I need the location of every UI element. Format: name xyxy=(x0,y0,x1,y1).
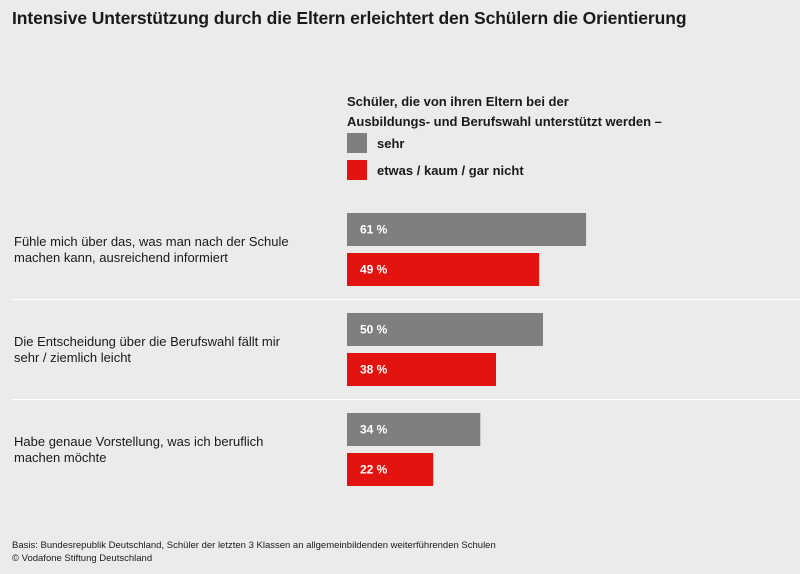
category-label-line: sehr / ziemlich leicht xyxy=(14,350,132,365)
group-divider xyxy=(12,399,800,400)
chart-title: Intensive Unterstützung durch die Eltern… xyxy=(12,8,687,28)
bar-value-label: 38 % xyxy=(360,363,388,377)
legend-title-line-1: Schüler, die von ihren Eltern bei der xyxy=(347,94,569,109)
category-label-decision: Die Entscheidung über die Berufswahl fäl… xyxy=(14,334,314,366)
category-label-informed: Fühle mich über das, was man nach der Sc… xyxy=(14,234,314,266)
legend-title: Schüler, die von ihren Eltern bei der Au… xyxy=(347,92,727,132)
legend-item-sehr: sehr xyxy=(347,133,404,153)
legend-item-etwas: etwas / kaum / gar nicht xyxy=(347,160,524,180)
bar-etwas-3 xyxy=(347,453,434,486)
bar-sehr-2 xyxy=(347,313,543,346)
category-label-line: Habe genaue Vorstellung, was ich berufli… xyxy=(14,434,264,449)
legend-label-etwas: etwas / kaum / gar nicht xyxy=(377,162,524,178)
bar-sehr-1 xyxy=(347,213,587,246)
category-label-line: machen kann, ausreichend informiert xyxy=(14,250,228,265)
footnote: Basis: Bundesrepublik Deutschland, Schül… xyxy=(12,539,496,565)
legend-label-sehr: sehr xyxy=(377,135,405,151)
bar-value-label: 61 % xyxy=(360,223,388,237)
bar-etwas-2 xyxy=(347,353,496,386)
bar-value-label: 34 % xyxy=(360,423,388,437)
legend-title-line-2: Ausbildungs- und Berufswahl unterstützt … xyxy=(347,114,662,129)
bar-value-label: 50 % xyxy=(360,323,388,337)
bar-value-label: 22 % xyxy=(360,463,388,477)
legend-swatch-etwas xyxy=(347,160,367,180)
bar-value-label: 49 % xyxy=(360,263,388,277)
footnote-copyright: © Vodafone Stiftung Deutschland xyxy=(12,553,153,564)
category-label-line: Fühle mich über das, was man nach der Sc… xyxy=(14,234,289,249)
group-divider xyxy=(12,299,800,300)
legend-swatch-sehr xyxy=(347,133,367,153)
bar-etwas-1 xyxy=(347,253,540,286)
footnote-basis: Basis: Bundesrepublik Deutschland, Schül… xyxy=(12,540,496,551)
category-label-vision: Habe genaue Vorstellung, was ich berufli… xyxy=(14,434,314,466)
category-label-line: machen möchte xyxy=(14,450,107,465)
bar-sehr-3 xyxy=(347,413,481,446)
category-label-line: Die Entscheidung über die Berufswahl fäl… xyxy=(14,334,280,349)
